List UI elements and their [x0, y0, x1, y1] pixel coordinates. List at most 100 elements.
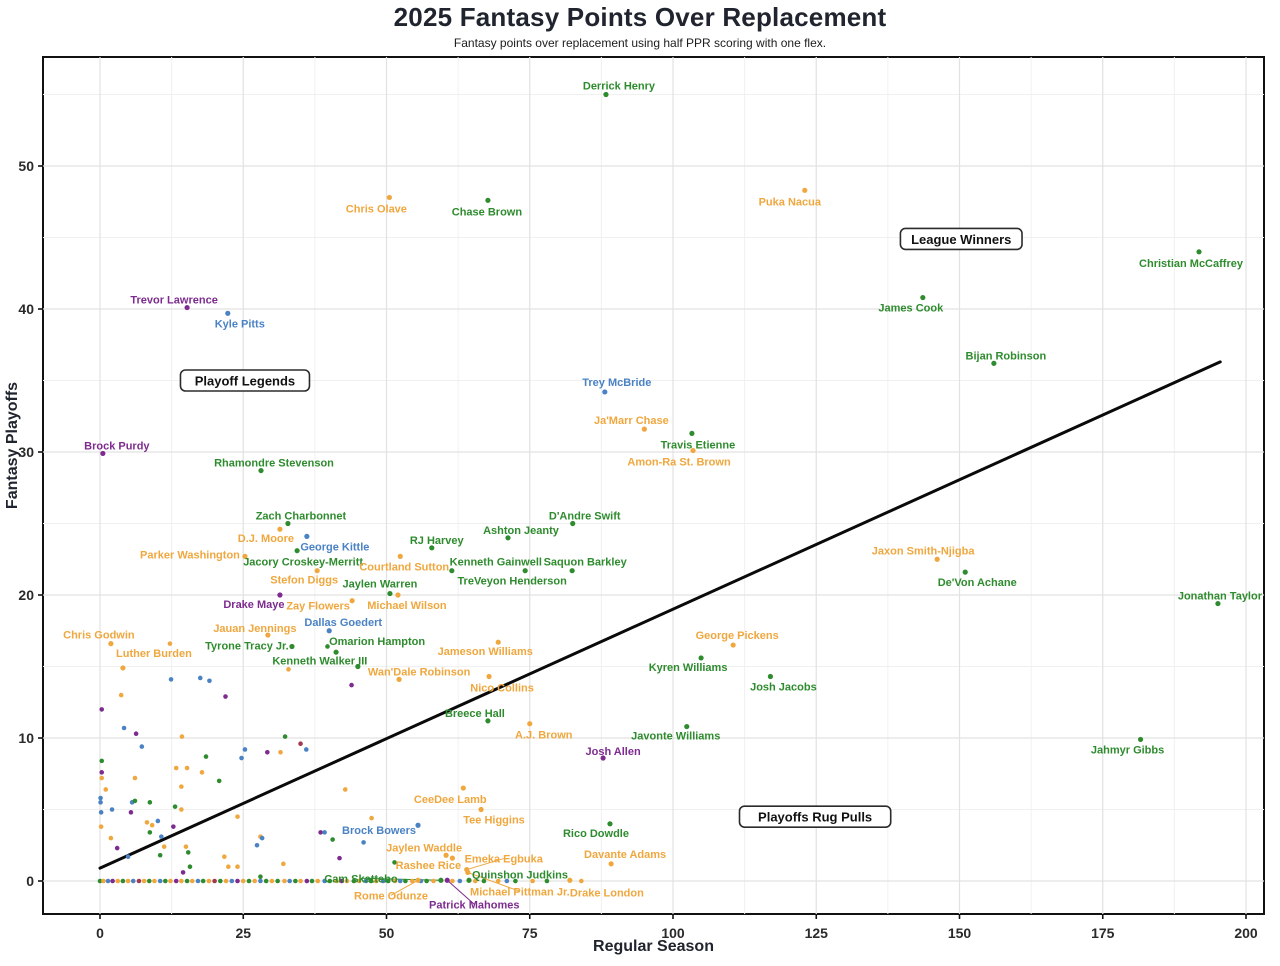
player-point	[100, 450, 106, 457]
data-point	[322, 830, 327, 835]
player-point	[396, 676, 402, 682]
baseline-point	[168, 878, 173, 884]
player-label: Saquon Barkley	[544, 557, 628, 569]
data-point	[180, 870, 186, 875]
annotation-label: Playoffs Rug Pulls	[758, 810, 872, 825]
player-label: Tee Higgins	[463, 815, 525, 827]
data-point	[167, 641, 173, 646]
baseline-point	[223, 878, 229, 884]
player-point	[802, 187, 808, 193]
player-point	[326, 628, 332, 634]
player-point	[1215, 600, 1221, 607]
data-point	[103, 787, 109, 792]
player-point	[603, 91, 609, 98]
data-point	[361, 840, 366, 845]
player-label: Zach Charbonnet	[256, 511, 347, 523]
baseline-point	[240, 878, 246, 884]
data-point	[171, 824, 176, 829]
data-point	[187, 864, 193, 869]
data-point	[298, 741, 303, 747]
player-point	[962, 569, 968, 575]
x-axis-title: Regular Season	[593, 938, 714, 955]
player-point	[294, 548, 300, 554]
y-tick-label: 20	[18, 587, 34, 603]
player-point	[108, 641, 114, 647]
x-tick-label: 100	[661, 925, 685, 941]
data-point	[179, 807, 184, 812]
data-point	[197, 675, 203, 681]
chart-subtitle: Fantasy points over replacement using ha…	[453, 36, 827, 50]
data-point	[179, 734, 185, 739]
data-point	[132, 775, 138, 781]
player-point	[333, 649, 339, 655]
data-point	[254, 842, 260, 848]
player-label: Breece Hall	[445, 708, 505, 720]
player-point	[449, 568, 455, 574]
player-point	[242, 553, 248, 559]
baseline-point	[293, 878, 298, 884]
player-point	[225, 310, 231, 316]
baseline-point	[339, 878, 345, 884]
baseline-point	[179, 878, 184, 884]
label-leader-line	[467, 871, 521, 892]
player-label: Rome Odunze	[354, 890, 428, 902]
baseline-point	[130, 878, 136, 884]
baseline-point	[315, 878, 321, 884]
data-point	[172, 804, 178, 809]
player-point	[505, 535, 511, 541]
player-point	[486, 673, 492, 680]
player-point	[449, 855, 455, 861]
player-label: Travis Etienne	[661, 439, 736, 451]
player-point	[277, 592, 283, 598]
baseline-point	[275, 878, 280, 884]
player-point	[386, 194, 392, 201]
baseline-point	[380, 878, 386, 884]
player-label: Nico Collins	[470, 683, 534, 695]
player-label: De'Von Achane	[938, 577, 1017, 589]
annotation-box	[738, 805, 892, 828]
player-point	[464, 866, 470, 873]
player-label: James Cook	[878, 303, 944, 315]
player-label: Jaylen Warren	[343, 579, 418, 591]
player-label: Parker Washington	[140, 549, 240, 561]
player-point	[485, 197, 491, 203]
x-tick-label: 125	[805, 925, 829, 941]
data-point	[330, 837, 335, 842]
data-point	[281, 861, 286, 867]
player-point	[184, 304, 190, 311]
baseline-point	[363, 878, 369, 884]
player-point	[304, 533, 310, 539]
data-point	[185, 850, 191, 855]
label-leader-line	[466, 858, 504, 871]
player-label: Brock Purdy	[84, 440, 150, 452]
baseline-point	[152, 878, 157, 884]
data-point	[179, 784, 184, 789]
data-point	[199, 770, 205, 775]
baseline-point	[184, 878, 190, 884]
baseline-point	[356, 878, 362, 884]
player-label: Drake London	[570, 887, 644, 899]
baseline-point	[431, 878, 436, 884]
baseline-point	[392, 878, 398, 884]
baseline-point	[504, 878, 510, 884]
data-point	[144, 820, 150, 825]
baseline-point	[110, 878, 115, 884]
y-tick-label: 30	[18, 444, 34, 460]
baseline-point	[287, 878, 292, 884]
data-point	[139, 744, 145, 749]
baseline-point	[97, 878, 103, 884]
data-point	[125, 854, 131, 859]
player-point	[641, 426, 647, 432]
player-point	[444, 877, 450, 883]
player-label: Jacory Croskey-Merritt	[243, 557, 363, 569]
player-label: George Kittle	[300, 541, 369, 553]
data-point	[128, 810, 134, 815]
data-point	[184, 765, 190, 771]
player-point	[355, 663, 361, 670]
player-label: Jaxon Smith-Njigba	[872, 545, 976, 557]
baseline-point	[218, 878, 223, 884]
y-tick-label: 10	[18, 730, 34, 746]
player-label: Quinshon Judkins	[472, 869, 568, 881]
player-label: A.J. Brown	[515, 730, 573, 742]
